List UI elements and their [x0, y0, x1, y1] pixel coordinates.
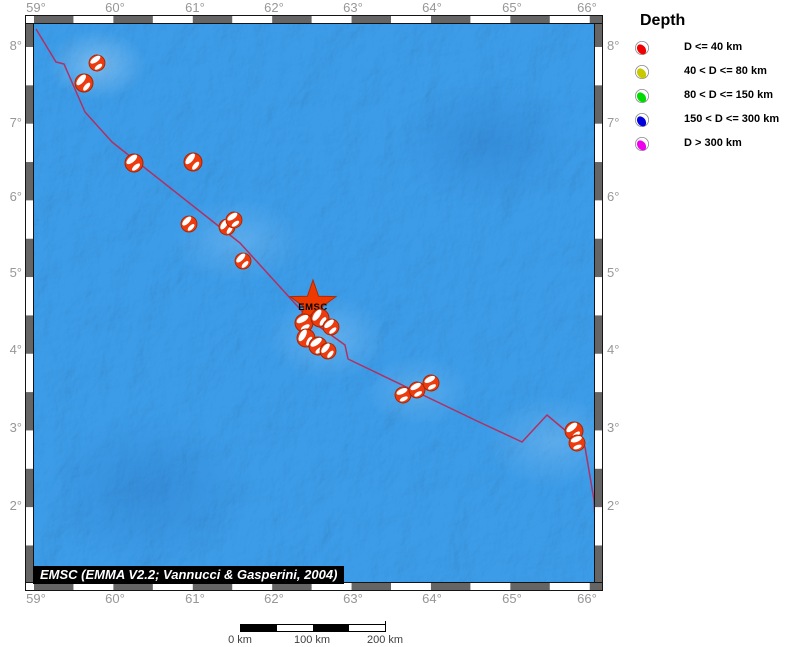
legend-row: D > 300 km [634, 136, 790, 152]
beachball-icon [635, 137, 649, 151]
bottom-axis-label: 64° [422, 591, 442, 606]
bottom-axis-label: 62° [264, 591, 284, 606]
beachball-icon [635, 41, 649, 55]
scale-bar-segments [240, 624, 386, 632]
left-axis-label: 4° [9, 342, 22, 357]
bottom-axis-label: 66° [577, 591, 597, 606]
right-axis-label: 2° [607, 498, 620, 513]
focal-mechanism-beachball [180, 215, 198, 233]
bottom-axis-label: 61° [185, 591, 205, 606]
map-canvas: EMSC [33, 23, 595, 583]
legend-label: 150 < D <= 300 km [684, 113, 780, 125]
left-axis-label: 7° [9, 115, 22, 130]
bottom-axis-label: 60° [105, 591, 125, 606]
top-axis-label: 61° [185, 0, 205, 15]
left-axis-label: 2° [9, 498, 22, 513]
legend-row: 150 < D <= 300 km [634, 112, 790, 128]
focal-mechanism-beachball [124, 153, 144, 173]
bottom-axis-label: 65° [502, 591, 522, 606]
focal-mechanism-beachball [234, 252, 252, 270]
top-axis-label: 63° [343, 0, 363, 15]
legend-label: 80 < D <= 150 km [684, 89, 773, 101]
focal-mechanism-beachball [183, 152, 203, 172]
right-axis-label: 3° [607, 420, 620, 435]
top-axis-label: 64° [422, 0, 442, 15]
legend-row: 80 < D <= 150 km [634, 88, 790, 104]
bottom-axis-label: 63° [343, 591, 363, 606]
left-axis-label: 6° [9, 189, 22, 204]
left-axis-label: 5° [9, 265, 22, 280]
beachball-icon [635, 89, 649, 103]
focal-mechanism-group [74, 54, 586, 452]
right-axis-label: 4° [607, 342, 620, 357]
legend-label: D <= 40 km [684, 41, 743, 53]
focal-mechanism-beachball [88, 54, 106, 72]
top-axis-label: 66° [577, 0, 597, 15]
credit-bar: EMSC (EMMA V2.2; Vannucci & Gasperini, 2… [33, 566, 345, 584]
legend-title: Depth [640, 12, 686, 29]
focal-mechanism-beachball [408, 381, 426, 399]
top-axis-label: 59° [26, 0, 46, 15]
plate-boundary-line [35, 28, 595, 520]
right-axis-label: 8° [607, 38, 620, 53]
focal-mechanism-beachball [322, 318, 340, 336]
focal-mechanism-beachball [74, 73, 94, 93]
top-axis-label: 65° [502, 0, 522, 15]
map-symbols-layer: EMSC [35, 28, 595, 520]
right-axis-label: 7° [607, 115, 620, 130]
star-label: EMSC [298, 302, 327, 313]
beachball-icon [635, 113, 649, 127]
right-axis-label: 6° [607, 189, 620, 204]
focal-mechanism-beachball [568, 434, 586, 452]
bottom-axis-label: 59° [26, 591, 46, 606]
left-axis-label: 3° [9, 420, 22, 435]
legend-label: 40 < D <= 80 km [684, 65, 767, 77]
legend-label: D > 300 km [684, 137, 742, 149]
scale-label: 0 km [228, 634, 252, 646]
scale-label: 200 km [366, 634, 404, 646]
scale-bar: 0 km 100 km 200 km [228, 621, 403, 646]
legend-row: D <= 40 km [634, 40, 790, 56]
focal-mechanism-beachball [225, 211, 243, 229]
top-axis-label: 62° [264, 0, 284, 15]
focal-mechanism-beachball [319, 342, 337, 360]
scale-bar-endtick [385, 621, 386, 627]
map-frame-right [594, 23, 603, 583]
scale-label: 100 km [293, 634, 331, 646]
left-axis-label: 8° [9, 38, 22, 53]
beachball-icon [635, 65, 649, 79]
map-frame-left [25, 23, 34, 583]
legend-row: 40 < D <= 80 km [634, 64, 790, 80]
focal-mechanism-beachball [422, 374, 440, 392]
map-frame-top [25, 15, 603, 24]
right-axis-label: 5° [607, 265, 620, 280]
top-axis-label: 60° [105, 0, 125, 15]
